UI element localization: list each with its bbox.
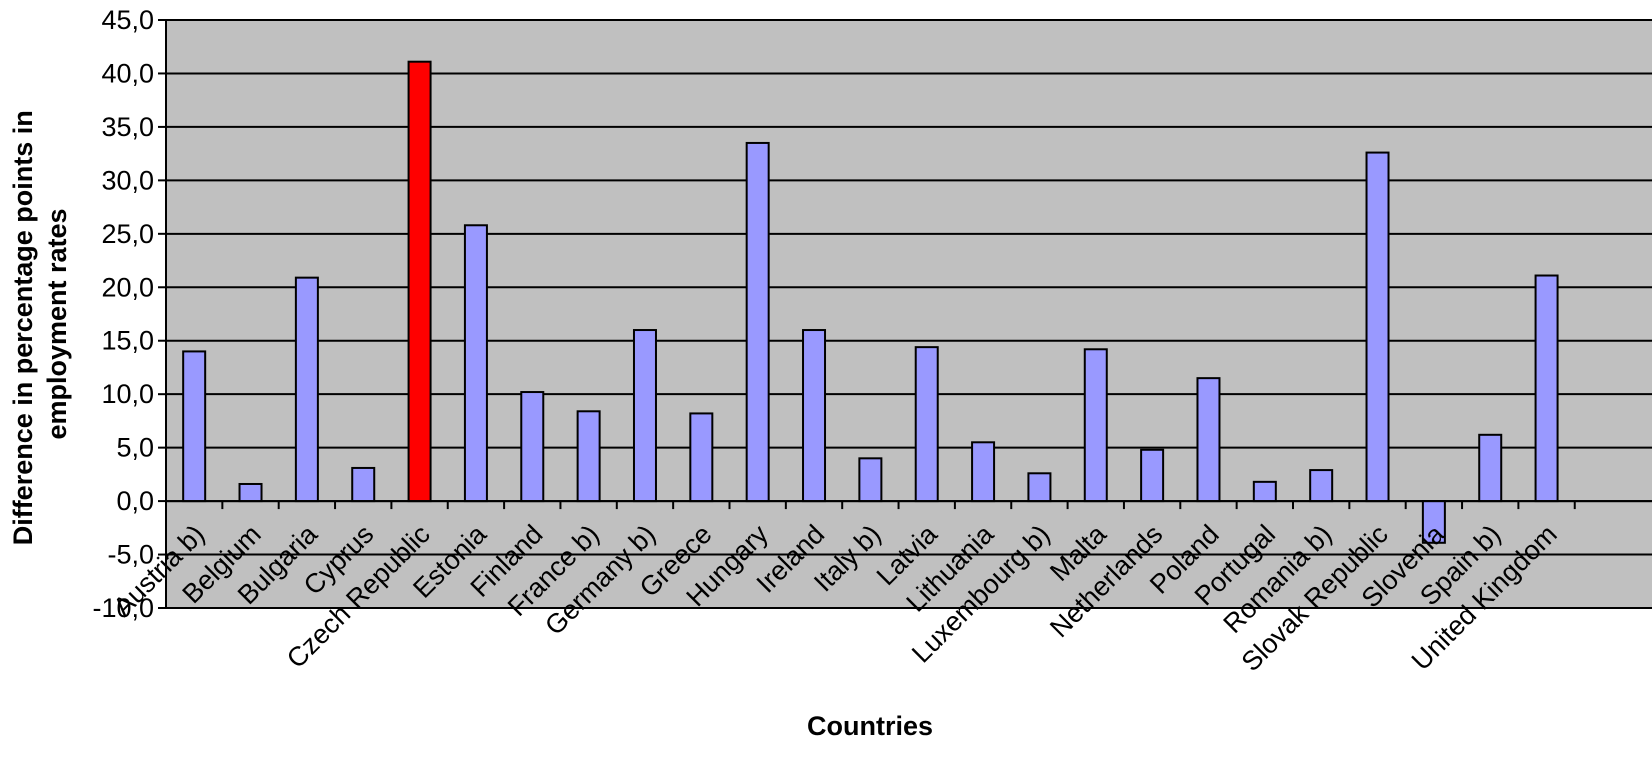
- y-tick-label: 5,0: [116, 433, 154, 463]
- bar-estonia: [463, 224, 488, 503]
- bar-united-kingdom: [1534, 274, 1559, 503]
- y-tick-label: 10,0: [101, 379, 154, 409]
- x-axis-ticks: [165, 501, 1576, 510]
- bar-lithuania: [971, 441, 996, 503]
- bar-czech-republic: [407, 60, 432, 503]
- y-tick-label: -10,0: [92, 593, 154, 623]
- y-tick-label: 15,0: [101, 326, 154, 356]
- y-axis-ticks: 45,0 40,0 35,0 30,0 25,0 20,0 15,0 10,0 5,0 0,0 -5…: [92, 5, 166, 623]
- bar-spain-b: [1478, 433, 1503, 503]
- y-tick-label: 25,0: [101, 219, 154, 249]
- bar-luxembourg-b: [1027, 472, 1052, 503]
- y-tick-label: 30,0: [101, 165, 154, 195]
- y-tick-label: 35,0: [101, 112, 154, 142]
- bars: [182, 60, 1559, 544]
- bar-bulgaria: [294, 276, 319, 503]
- bar-poland: [1196, 377, 1221, 503]
- y-axis-title-line-1: Difference in percentage points in: [8, 110, 38, 545]
- bar-hungary: [745, 141, 770, 503]
- bar-greece: [689, 412, 714, 503]
- x-axis-title: Countries: [807, 711, 933, 741]
- y-tick-label: 0,0: [116, 486, 154, 516]
- y-tick-label: -5,0: [107, 540, 154, 570]
- bar-latvia: [914, 346, 939, 503]
- y-axis-title-line-2: employment rates: [42, 208, 72, 439]
- bar-france-b: [576, 410, 601, 503]
- bar-germany-b: [632, 329, 657, 503]
- y-axis-title: Difference in percentage points in emplo…: [8, 103, 72, 546]
- bar-romania-b: [1309, 469, 1334, 503]
- y-tick-label: 40,0: [101, 58, 154, 88]
- bar-netherlands: [1140, 448, 1165, 503]
- y-tick-label: 20,0: [101, 272, 154, 302]
- bar-cyprus: [351, 466, 376, 503]
- bar-austria-b: [182, 350, 207, 503]
- bar-belgium: [238, 482, 263, 503]
- bar-slovak-republic: [1365, 151, 1390, 503]
- y-tick-label: 45,0: [101, 5, 154, 35]
- bar-italy-b: [858, 457, 883, 503]
- bar-ireland: [802, 329, 827, 503]
- bar-finland: [520, 391, 545, 503]
- bar-malta: [1083, 348, 1108, 503]
- bar-portugal: [1252, 480, 1277, 503]
